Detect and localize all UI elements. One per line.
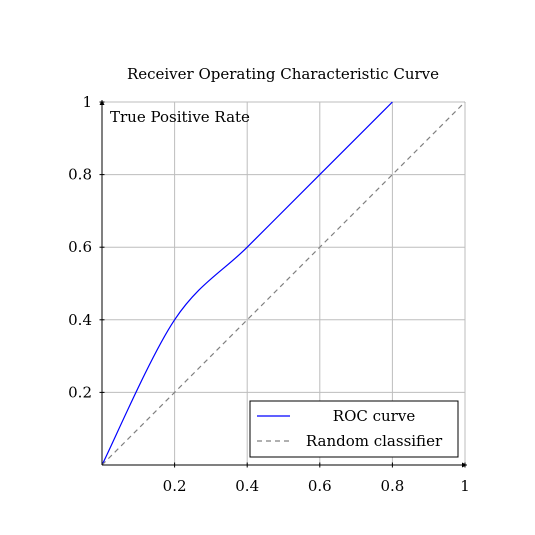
series-line-0: [101, 101, 393, 466]
chart-title: Receiver Operating Characteristic Curve: [127, 65, 439, 83]
axes: [99, 100, 467, 468]
y-tick-label: 0.8: [68, 166, 92, 184]
y-tick-label: 1: [82, 93, 92, 111]
x-tick-label: 0.4: [235, 477, 259, 495]
legend-box: [249, 400, 459, 458]
legend: ROC curve Random classifier: [249, 400, 459, 458]
series-line-1: [101, 101, 466, 466]
grid: [102, 101, 466, 465]
legend-label-1: Random classifier: [306, 432, 443, 450]
x-tick-label: 0.8: [380, 477, 404, 495]
x-tick-label: 0.2: [163, 477, 187, 495]
tick-labels: 0.2 0.4 0.6 0.8 1 0.2 0.4 0.6 0.8 1: [68, 93, 470, 495]
x-tick-label: 1: [460, 477, 470, 495]
y-axis-label: True Positive Rate: [110, 108, 250, 126]
legend-label-0: ROC curve: [333, 407, 416, 425]
y-tick-label: 0.4: [68, 311, 92, 329]
plot-series: [101, 101, 466, 466]
x-tick-label: 0.6: [308, 477, 332, 495]
y-tick-label: 0.6: [68, 238, 92, 256]
y-tick-label: 0.2: [68, 383, 92, 401]
